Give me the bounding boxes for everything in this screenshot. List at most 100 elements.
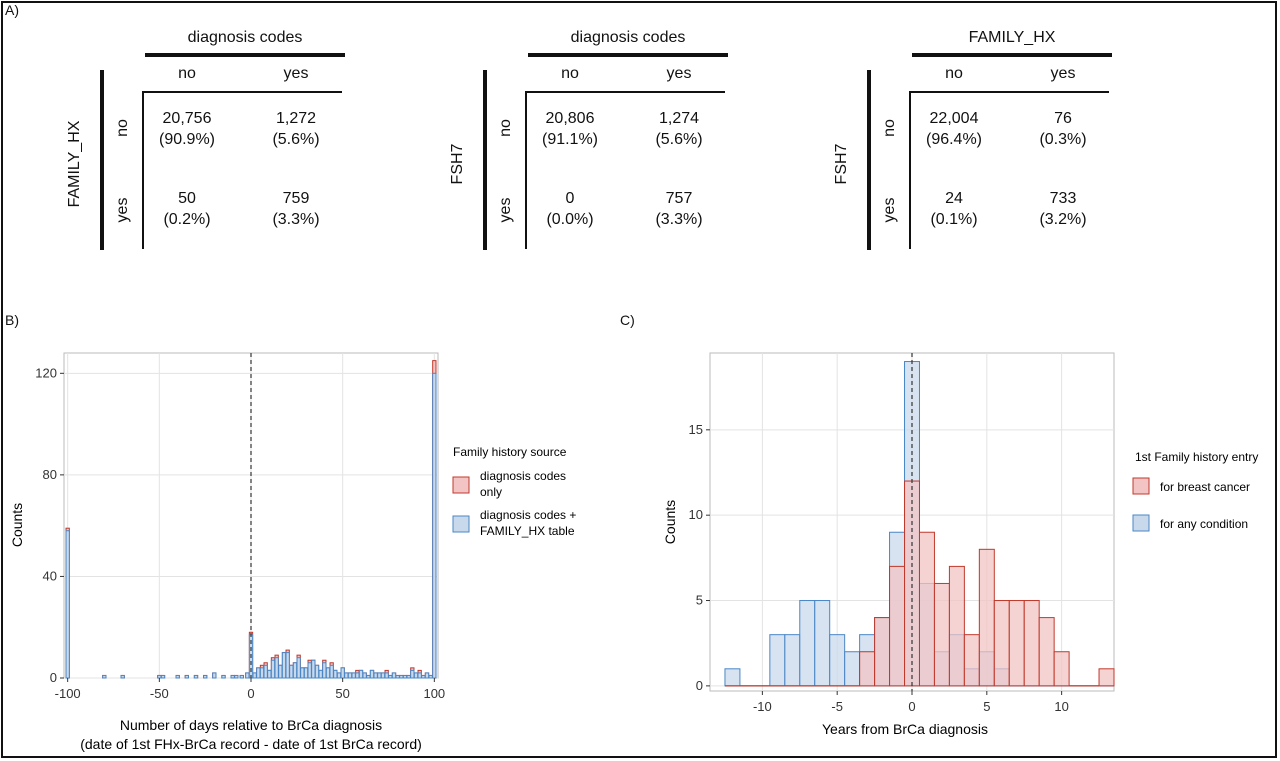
bar bbox=[366, 674, 371, 679]
bar bbox=[1053, 651, 1070, 687]
side-rule bbox=[867, 70, 871, 250]
bar bbox=[406, 674, 411, 679]
row-label-no: no bbox=[881, 119, 898, 137]
bar bbox=[1023, 600, 1040, 687]
bar bbox=[829, 634, 846, 687]
col-label-yes: yes bbox=[283, 65, 309, 82]
col-header: diagnosis codes bbox=[187, 29, 303, 46]
y-axis-label: Counts bbox=[662, 500, 678, 544]
y-tick-label: 10 bbox=[689, 507, 703, 522]
legend-label-1a: diagnosis codes bbox=[480, 469, 566, 483]
bar bbox=[203, 674, 208, 679]
bar bbox=[314, 664, 320, 679]
bar bbox=[193, 674, 199, 679]
bar bbox=[424, 672, 430, 679]
header-rule bbox=[912, 53, 1112, 57]
legend-label-2a: diagnosis codes + bbox=[480, 508, 576, 522]
row-label-yes: yes bbox=[114, 197, 131, 223]
bar bbox=[175, 674, 180, 679]
bar bbox=[347, 672, 353, 679]
cell-no-yes: 1,274 (5.6%) bbox=[655, 110, 703, 148]
bar bbox=[333, 669, 338, 679]
bar bbox=[918, 531, 935, 687]
bar bbox=[344, 672, 349, 679]
cell-no-no: 20,756 (90.9%) bbox=[158, 110, 216, 148]
x-axis-label: Number of days relative to BrCa diagnosi… bbox=[120, 717, 382, 733]
histogram-years-chart: -10 -5 0 5 10 0 5 10 15 Counts Years from BrCa d… bbox=[662, 352, 1258, 737]
y-axis-label: Counts bbox=[9, 503, 25, 547]
col-label-no: no bbox=[178, 65, 196, 82]
legend-label-red: for breast cancer bbox=[1160, 480, 1250, 494]
bar bbox=[318, 669, 323, 679]
side-rule bbox=[100, 70, 104, 250]
inner-rule-v bbox=[525, 91, 527, 249]
series-blue bbox=[65, 372, 437, 679]
bar bbox=[391, 672, 397, 679]
y-tick-label: 40 bbox=[43, 568, 57, 583]
bar bbox=[325, 667, 331, 679]
bar bbox=[252, 672, 257, 679]
bar bbox=[65, 530, 70, 679]
y-tick-label: 0 bbox=[50, 670, 57, 685]
col-header: FAMILY_HX bbox=[968, 29, 1056, 46]
cell-no-yes: 1,272 (5.6%) bbox=[272, 110, 320, 148]
bar bbox=[402, 674, 408, 679]
bar bbox=[120, 674, 125, 679]
bar bbox=[963, 634, 980, 687]
bar bbox=[292, 662, 298, 679]
x-axis-label: Years from BrCa diagnosis bbox=[822, 721, 988, 737]
x-tick-label: -5 bbox=[831, 699, 843, 714]
bar bbox=[844, 651, 861, 687]
legend-swatch-blue bbox=[452, 515, 470, 533]
x-tick-label: 0 bbox=[908, 699, 915, 714]
row-label-yes: yes bbox=[497, 197, 514, 223]
bar bbox=[358, 669, 364, 679]
col-label-yes: yes bbox=[1050, 65, 1076, 82]
bar bbox=[410, 669, 415, 679]
row-header: FSH7 bbox=[449, 143, 466, 185]
col-header: diagnosis codes bbox=[570, 29, 686, 46]
bar bbox=[417, 672, 422, 679]
bar bbox=[373, 672, 378, 679]
row-header: FSH7 bbox=[833, 143, 850, 185]
bar bbox=[874, 617, 891, 687]
row-label-yes: yes bbox=[881, 197, 898, 223]
bar bbox=[281, 652, 287, 679]
bar bbox=[933, 582, 950, 687]
bar bbox=[889, 565, 906, 687]
cell-yes-yes: 733 (3.2%) bbox=[1039, 190, 1087, 228]
bar bbox=[388, 674, 393, 679]
bar bbox=[384, 672, 389, 679]
header-rule bbox=[145, 53, 345, 57]
bar bbox=[413, 672, 419, 679]
bar bbox=[184, 674, 189, 679]
histogram-days-chart: -100 -50 0 50 100 0 40 80 120 Counts Number of d… bbox=[9, 352, 576, 752]
col-label-no: no bbox=[945, 65, 963, 82]
inner-rule-h bbox=[525, 91, 725, 93]
bar bbox=[278, 664, 283, 679]
y-tick-label: 120 bbox=[35, 365, 57, 380]
cell-no-no: 22,004 (96.4%) bbox=[925, 110, 983, 148]
x-tick-label: -50 bbox=[150, 686, 169, 701]
bar bbox=[270, 659, 276, 679]
bar bbox=[432, 372, 437, 679]
bar bbox=[993, 600, 1010, 687]
bar bbox=[369, 669, 375, 679]
legend: 1st Family history entry for breast canc… bbox=[1132, 450, 1258, 532]
bar bbox=[1098, 668, 1115, 687]
bar bbox=[351, 672, 356, 679]
x-axis-label-2: (date of 1st FHx-BrCa record - date of 1… bbox=[80, 736, 422, 752]
bar bbox=[157, 674, 162, 679]
y-tick-label: 0 bbox=[696, 678, 703, 693]
inner-rule-h bbox=[909, 91, 1109, 93]
bar bbox=[769, 634, 786, 687]
x-tick-label: -100 bbox=[55, 686, 81, 701]
panel-label-a: A) bbox=[5, 2, 19, 18]
panel-label-b: B) bbox=[5, 312, 19, 328]
y-tick-label: 15 bbox=[689, 422, 703, 437]
legend-label-blue: for any condition bbox=[1160, 517, 1248, 531]
bar bbox=[212, 672, 217, 679]
row-header: FAMILY_HX bbox=[66, 120, 83, 208]
series-red bbox=[724, 480, 1115, 687]
row-label-no: no bbox=[114, 119, 131, 137]
